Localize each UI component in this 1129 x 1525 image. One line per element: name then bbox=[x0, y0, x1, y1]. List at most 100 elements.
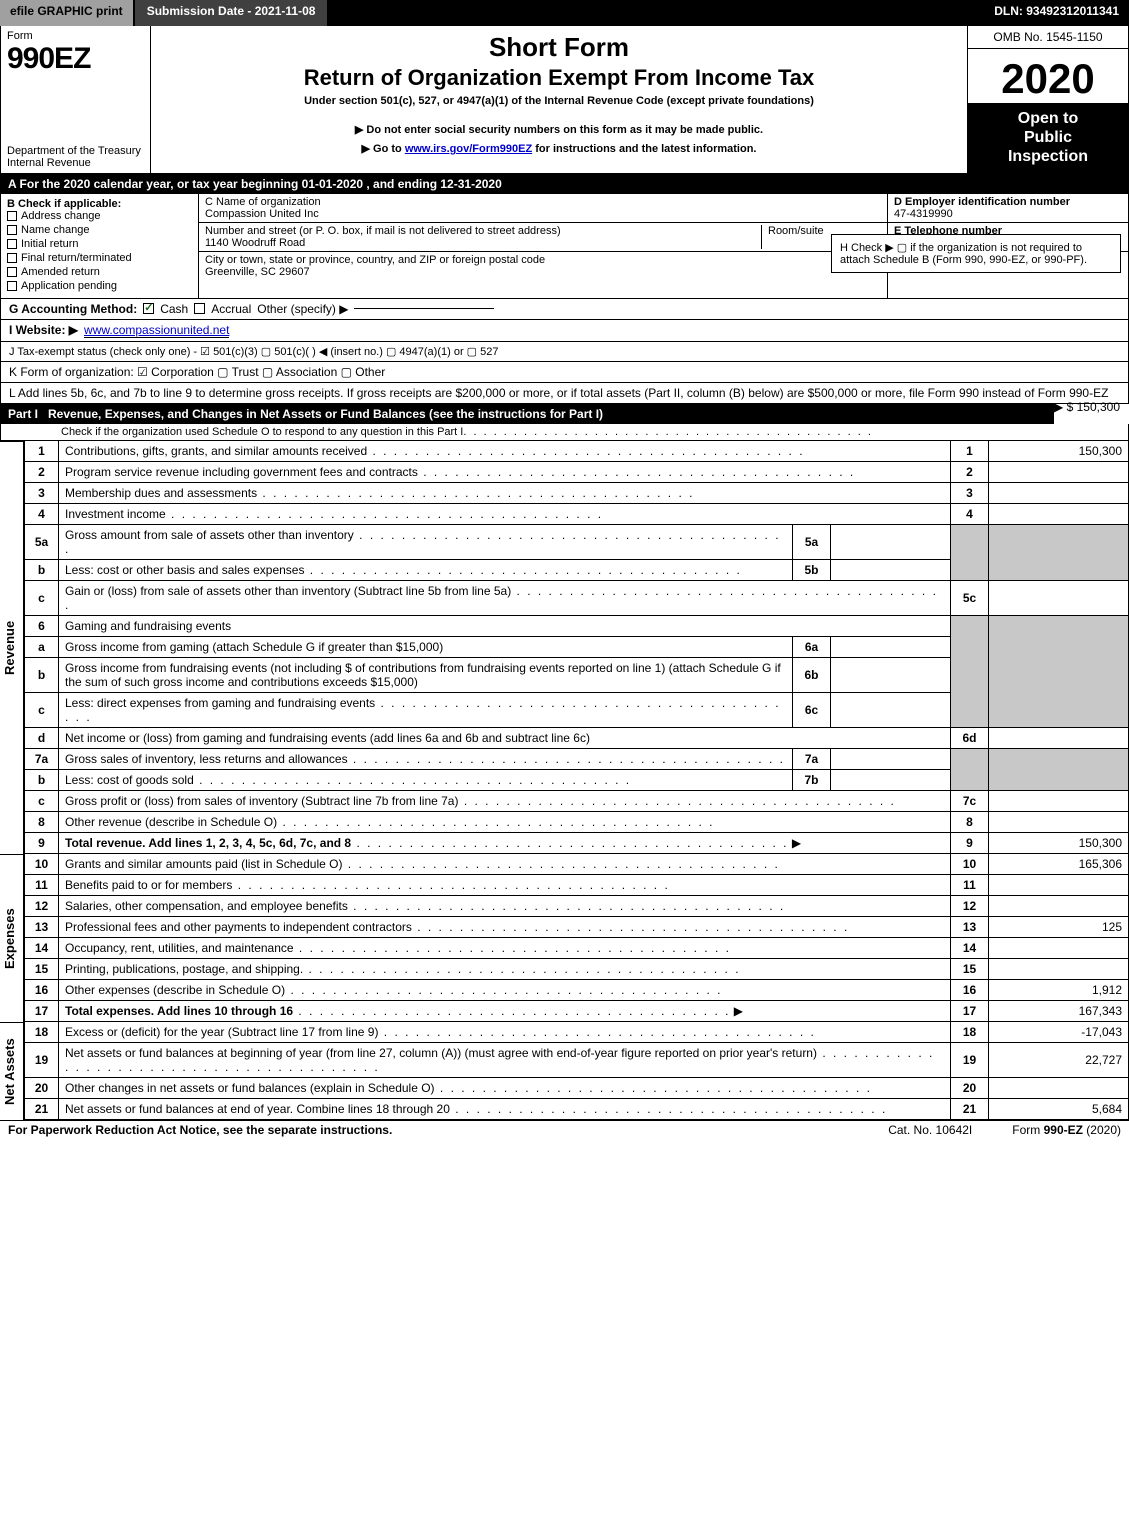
iv bbox=[831, 657, 951, 692]
line-g: G Accounting Method: Cash Accrual Other … bbox=[0, 299, 1129, 320]
org-name-cell: C Name of organization Compassion United… bbox=[199, 194, 887, 223]
dln-label: DLN: 93492312011341 bbox=[984, 0, 1129, 26]
line-g-label: G Accounting Method: bbox=[9, 302, 137, 316]
check-accrual[interactable] bbox=[194, 303, 205, 314]
n: 12 bbox=[25, 895, 59, 916]
n: d bbox=[25, 727, 59, 748]
iv bbox=[831, 559, 951, 580]
n: 10 bbox=[25, 854, 59, 875]
d: Investment income bbox=[65, 507, 166, 521]
efile-print-button[interactable]: efile GRAPHIC print bbox=[0, 0, 135, 26]
submission-date: Submission Date - 2021-11-08 bbox=[135, 0, 330, 26]
ein-value: 47-4319990 bbox=[894, 208, 953, 220]
row-8: 8Other revenue (describe in Schedule O)8 bbox=[25, 811, 1129, 832]
d: Occupancy, rent, utilities, and maintena… bbox=[65, 941, 294, 955]
b: 6d bbox=[951, 727, 989, 748]
irs-link[interactable]: www.irs.gov/Form990EZ bbox=[405, 143, 532, 155]
n: 8 bbox=[25, 811, 59, 832]
other-specify-input[interactable] bbox=[354, 308, 494, 309]
b: 15 bbox=[951, 958, 989, 979]
d: Printing, publications, postage, and shi… bbox=[65, 962, 303, 976]
column-c: C Name of organization Compassion United… bbox=[199, 194, 888, 298]
v: 1,912 bbox=[989, 979, 1129, 1000]
row-20: 20Other changes in net assets or fund ba… bbox=[25, 1077, 1129, 1098]
d: Other expenses (describe in Schedule O) bbox=[65, 983, 285, 997]
ib: 6a bbox=[793, 636, 831, 657]
v bbox=[989, 958, 1129, 979]
v: 125 bbox=[989, 916, 1129, 937]
check-amended-return[interactable]: Amended return bbox=[7, 266, 192, 278]
omb-number: OMB No. 1545-1150 bbox=[968, 26, 1128, 49]
check-initial-return[interactable]: Initial return bbox=[7, 238, 192, 250]
d: Less: direct expenses from gaming and fu… bbox=[65, 696, 375, 710]
website-link[interactable]: www.compassionunited.net bbox=[84, 323, 229, 338]
n: c bbox=[25, 692, 59, 727]
d: Gross income from gaming (attach Schedul… bbox=[59, 636, 793, 657]
ib: 7a bbox=[793, 748, 831, 769]
n: 2 bbox=[25, 461, 59, 482]
top-bar: efile GRAPHIC print Submission Date - 20… bbox=[0, 0, 1129, 26]
line-l: L Add lines 5b, 6c, and 7b to line 9 to … bbox=[0, 383, 1129, 404]
city: Greenville, SC 29607 bbox=[205, 266, 310, 278]
tax-year: 2020 bbox=[968, 49, 1128, 103]
n: 13 bbox=[25, 916, 59, 937]
d: Net income or (loss) from gaming and fun… bbox=[59, 727, 951, 748]
revenue-table: 1Contributions, gifts, grants, and simil… bbox=[24, 441, 1129, 854]
line-l-value: ▶ $ 150,300 bbox=[1054, 400, 1120, 414]
iv bbox=[831, 636, 951, 657]
v bbox=[989, 895, 1129, 916]
ib: 7b bbox=[793, 769, 831, 790]
line-a-banner: A For the 2020 calendar year, or tax yea… bbox=[0, 174, 1129, 194]
row-11: 11Benefits paid to or for members11 bbox=[25, 874, 1129, 895]
header-center: Short Form Return of Organization Exempt… bbox=[151, 26, 968, 173]
fr-pre: Form bbox=[1012, 1123, 1043, 1137]
part-sub-text: Check if the organization used Schedule … bbox=[61, 426, 463, 438]
shade-v bbox=[989, 524, 1129, 580]
n: 11 bbox=[25, 874, 59, 895]
v bbox=[989, 580, 1129, 615]
b: 18 bbox=[951, 1022, 989, 1043]
v bbox=[989, 811, 1129, 832]
n: 18 bbox=[25, 1022, 59, 1043]
footer-center: Cat. No. 10642I bbox=[848, 1123, 1012, 1137]
d: Excess or (deficit) for the year (Subtra… bbox=[65, 1025, 378, 1039]
net-assets-table: 18 Excess or (deficit) for the year (Subt… bbox=[24, 1022, 1129, 1120]
check-address-change[interactable]: Address change bbox=[7, 210, 192, 222]
row-7a: 7aGross sales of inventory, less returns… bbox=[25, 748, 1129, 769]
lbl: Application pending bbox=[21, 280, 117, 292]
n: 15 bbox=[25, 958, 59, 979]
row-16: 16Other expenses (describe in Schedule O… bbox=[25, 979, 1129, 1000]
b: 2 bbox=[951, 461, 989, 482]
iv bbox=[831, 748, 951, 769]
v bbox=[989, 461, 1129, 482]
cash-label: Cash bbox=[160, 302, 188, 316]
col-b-title: B Check if applicable: bbox=[7, 198, 121, 210]
short-form-label: Short Form bbox=[161, 32, 957, 63]
row-12: 12Salaries, other compensation, and empl… bbox=[25, 895, 1129, 916]
n: 1 bbox=[25, 441, 59, 462]
spacer bbox=[329, 0, 984, 26]
check-name-change[interactable]: Name change bbox=[7, 224, 192, 236]
iv bbox=[831, 769, 951, 790]
goto-post: for instructions and the latest informat… bbox=[535, 143, 756, 155]
v: -17,043 bbox=[989, 1022, 1129, 1043]
net-assets-section: Net Assets 18 Excess or (deficit) for the… bbox=[0, 1022, 1129, 1120]
d: Program service revenue including govern… bbox=[65, 465, 418, 479]
ssn-warning: ▶ Do not enter social security numbers o… bbox=[161, 123, 957, 136]
row-2: 2 Program service revenue including gover… bbox=[25, 461, 1129, 482]
net-assets-side-label: Net Assets bbox=[0, 1022, 24, 1120]
check-final-return[interactable]: Final return/terminated bbox=[7, 252, 192, 264]
v bbox=[989, 937, 1129, 958]
column-b: B Check if applicable: Address change Na… bbox=[1, 194, 199, 298]
n: 9 bbox=[25, 832, 59, 853]
fr-post: (2020) bbox=[1083, 1123, 1121, 1137]
n: 6 bbox=[25, 615, 59, 636]
check-cash[interactable] bbox=[143, 303, 154, 314]
row-15: 15 Printing, publications, postage, and s… bbox=[25, 958, 1129, 979]
n: b bbox=[25, 657, 59, 692]
b: 1 bbox=[951, 441, 989, 462]
row-13: 13Professional fees and other payments t… bbox=[25, 916, 1129, 937]
b: 4 bbox=[951, 503, 989, 524]
accrual-label: Accrual bbox=[211, 302, 251, 316]
check-application-pending[interactable]: Application pending bbox=[7, 280, 192, 292]
